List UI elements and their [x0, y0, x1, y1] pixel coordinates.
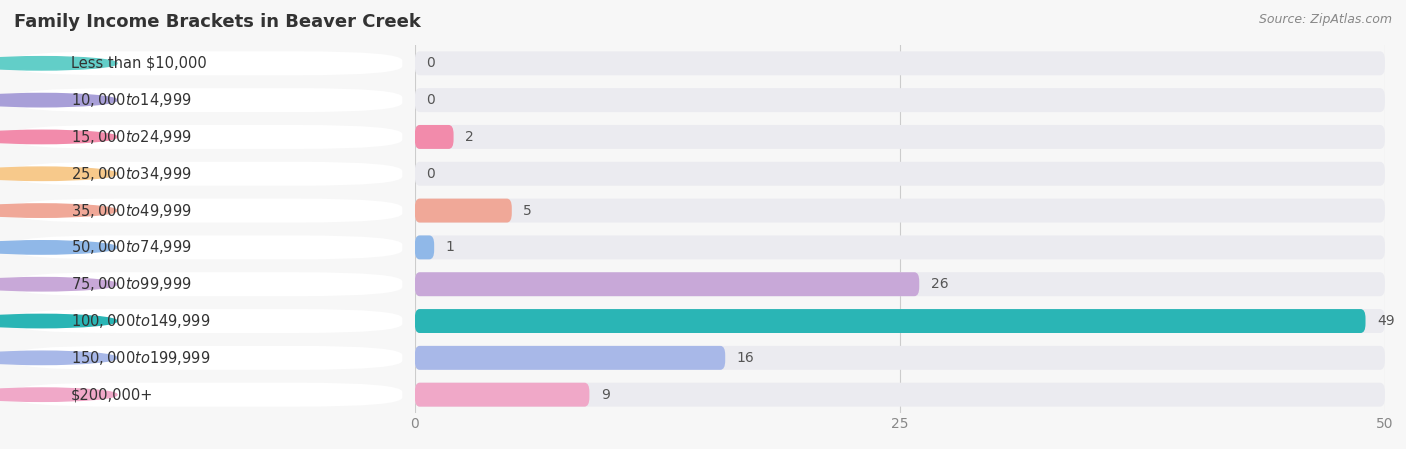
- Text: $75,000 to $99,999: $75,000 to $99,999: [70, 275, 191, 293]
- Text: 0: 0: [426, 56, 436, 70]
- Text: $50,000 to $74,999: $50,000 to $74,999: [70, 238, 191, 256]
- FancyBboxPatch shape: [13, 235, 402, 260]
- FancyBboxPatch shape: [415, 383, 589, 407]
- FancyBboxPatch shape: [13, 51, 402, 75]
- FancyBboxPatch shape: [13, 383, 402, 407]
- Text: Family Income Brackets in Beaver Creek: Family Income Brackets in Beaver Creek: [14, 13, 420, 31]
- FancyBboxPatch shape: [13, 346, 402, 370]
- Circle shape: [0, 314, 117, 328]
- Text: 5: 5: [523, 203, 533, 218]
- FancyBboxPatch shape: [415, 309, 1385, 333]
- FancyBboxPatch shape: [13, 162, 402, 186]
- FancyBboxPatch shape: [13, 125, 402, 149]
- FancyBboxPatch shape: [415, 235, 1385, 260]
- FancyBboxPatch shape: [415, 51, 1385, 75]
- FancyBboxPatch shape: [415, 125, 1385, 149]
- Text: Source: ZipAtlas.com: Source: ZipAtlas.com: [1258, 13, 1392, 26]
- Text: 0: 0: [426, 167, 436, 181]
- Text: $100,000 to $149,999: $100,000 to $149,999: [70, 312, 209, 330]
- Text: $15,000 to $24,999: $15,000 to $24,999: [70, 128, 191, 146]
- FancyBboxPatch shape: [415, 272, 920, 296]
- Circle shape: [0, 351, 117, 365]
- Circle shape: [0, 57, 117, 70]
- Text: $10,000 to $14,999: $10,000 to $14,999: [70, 91, 191, 109]
- FancyBboxPatch shape: [415, 162, 1385, 186]
- Circle shape: [0, 167, 117, 180]
- Text: 1: 1: [446, 240, 454, 255]
- Circle shape: [0, 204, 117, 217]
- FancyBboxPatch shape: [415, 88, 1385, 112]
- FancyBboxPatch shape: [13, 309, 402, 333]
- FancyBboxPatch shape: [13, 198, 402, 223]
- Text: $35,000 to $49,999: $35,000 to $49,999: [70, 202, 191, 220]
- Text: Less than $10,000: Less than $10,000: [70, 56, 207, 71]
- FancyBboxPatch shape: [415, 235, 434, 260]
- FancyBboxPatch shape: [415, 383, 1385, 407]
- Circle shape: [0, 277, 117, 291]
- Text: 26: 26: [931, 277, 949, 291]
- FancyBboxPatch shape: [13, 88, 402, 112]
- FancyBboxPatch shape: [415, 125, 454, 149]
- Text: 9: 9: [600, 387, 610, 402]
- Text: 0: 0: [426, 93, 436, 107]
- Text: $150,000 to $199,999: $150,000 to $199,999: [70, 349, 209, 367]
- Text: 49: 49: [1376, 314, 1395, 328]
- FancyBboxPatch shape: [415, 198, 512, 223]
- FancyBboxPatch shape: [415, 309, 1365, 333]
- Circle shape: [0, 241, 117, 254]
- Circle shape: [0, 388, 117, 401]
- FancyBboxPatch shape: [415, 272, 1385, 296]
- Text: 2: 2: [465, 130, 474, 144]
- FancyBboxPatch shape: [415, 198, 1385, 223]
- Text: $200,000+: $200,000+: [70, 387, 153, 402]
- FancyBboxPatch shape: [415, 346, 1385, 370]
- Circle shape: [0, 130, 117, 144]
- Circle shape: [0, 93, 117, 107]
- Text: 16: 16: [737, 351, 755, 365]
- FancyBboxPatch shape: [415, 346, 725, 370]
- FancyBboxPatch shape: [13, 272, 402, 296]
- Text: $25,000 to $34,999: $25,000 to $34,999: [70, 165, 191, 183]
